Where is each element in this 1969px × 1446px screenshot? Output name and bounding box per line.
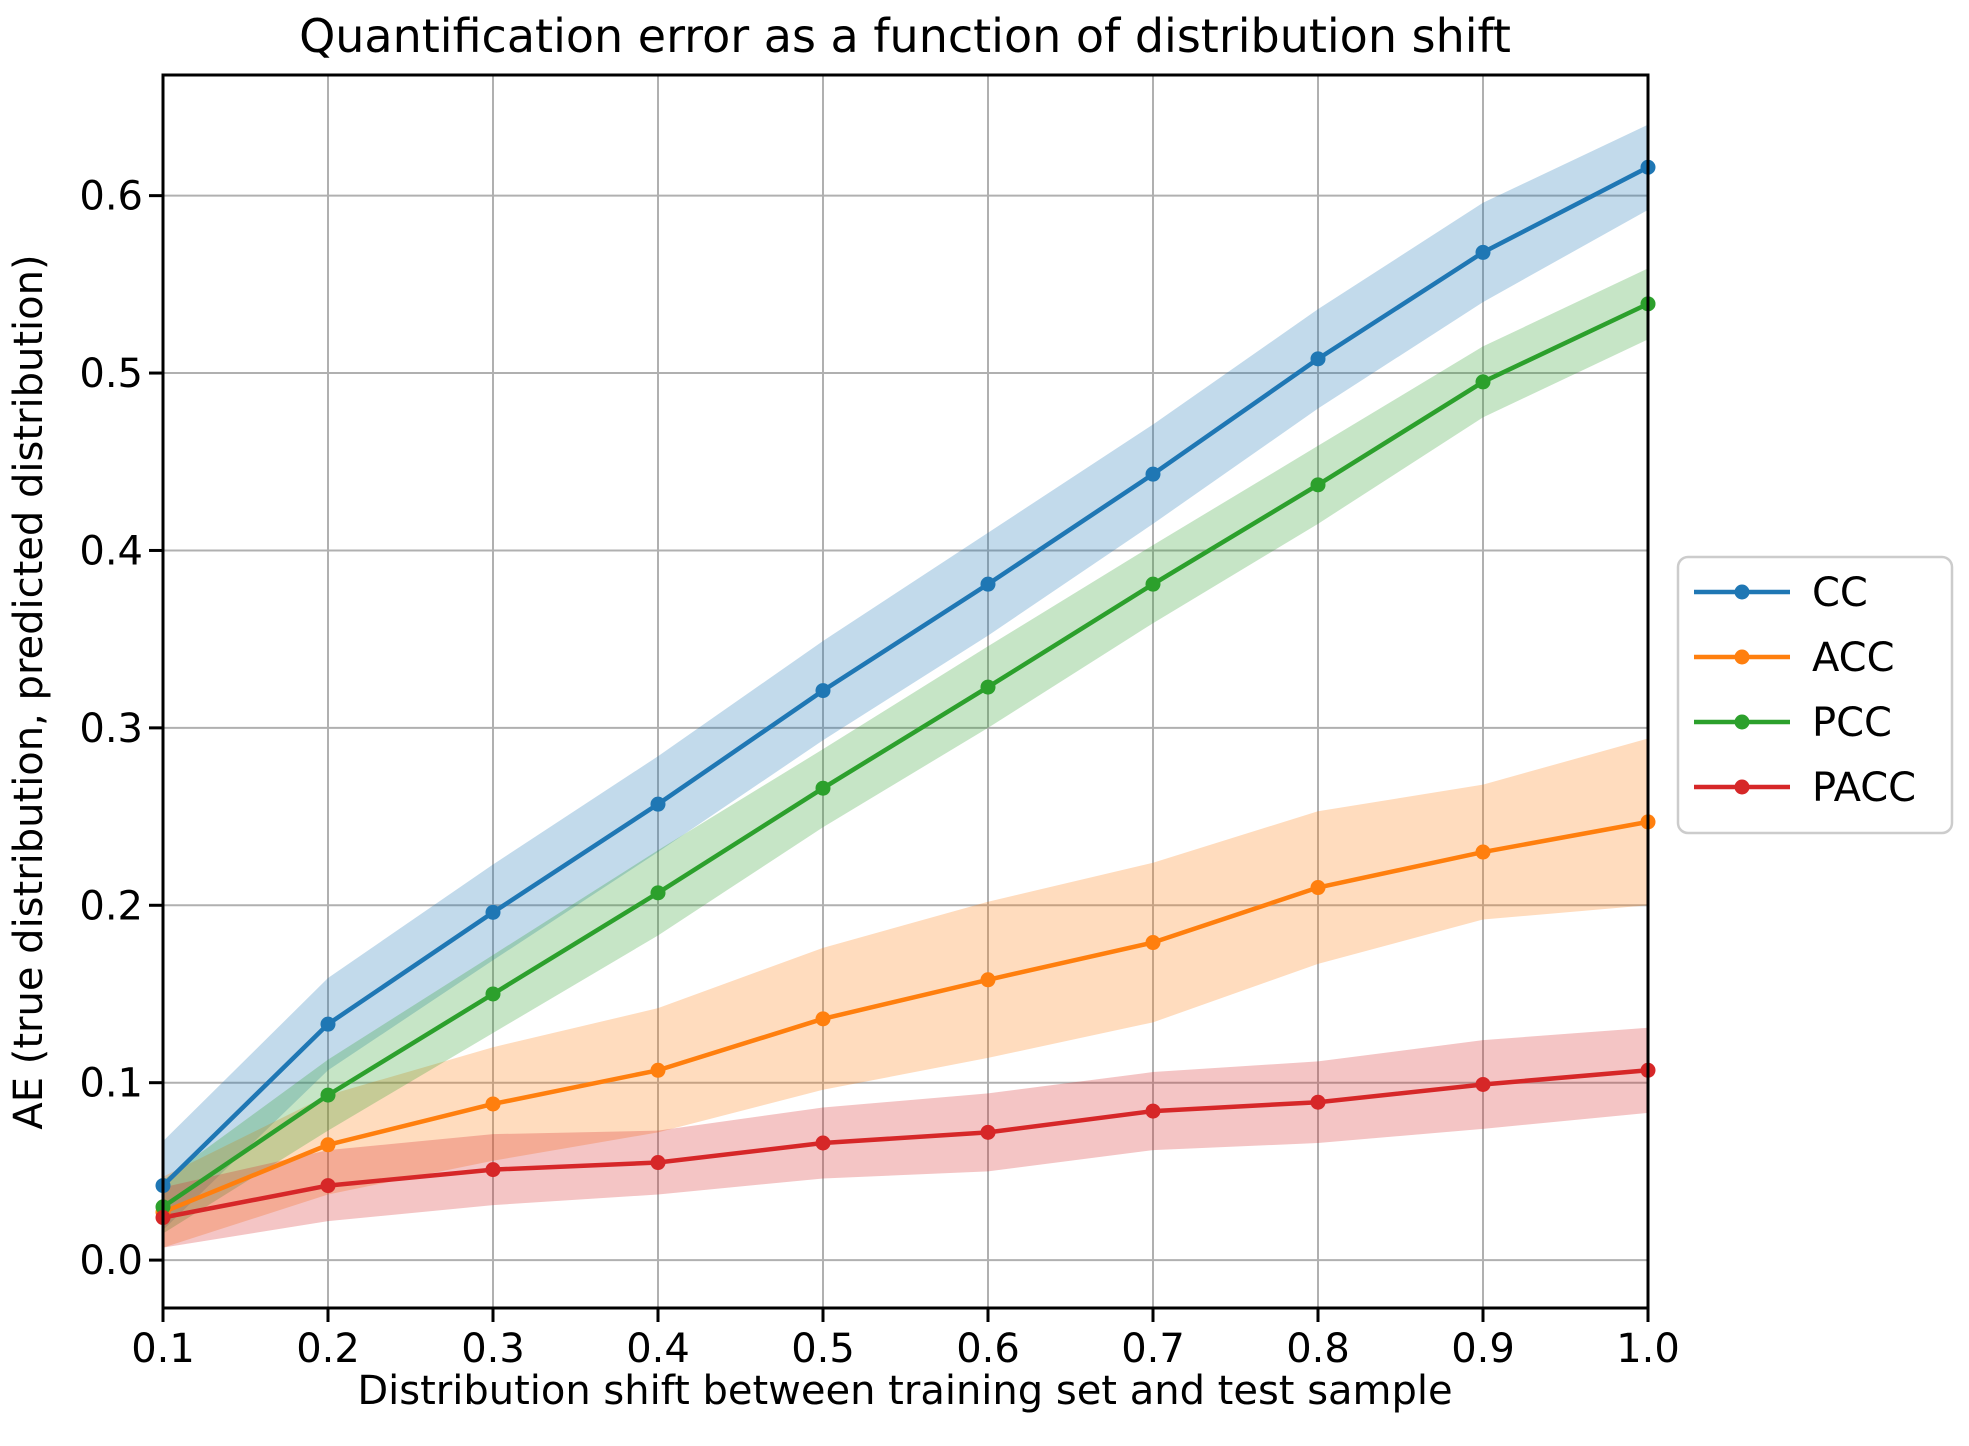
y-tick-label: 0.3 <box>79 706 143 752</box>
data-point-pacc <box>485 1162 501 1178</box>
data-point-cc <box>980 576 996 592</box>
y-tick-label: 0.1 <box>79 1061 143 1107</box>
data-point-pacc <box>1475 1076 1491 1092</box>
data-point-acc <box>980 972 996 988</box>
y-tick-label: 0.5 <box>79 351 143 397</box>
series-line-acc <box>162 819 1649 1215</box>
data-point-pacc <box>1310 1094 1326 1110</box>
x-tick-label: 0.5 <box>791 1326 855 1372</box>
data-point-pcc <box>980 679 996 695</box>
data-point-cc <box>1475 244 1491 260</box>
y-tick-label: 0.4 <box>79 528 143 574</box>
data-point-acc <box>1310 880 1326 896</box>
data-point-pacc <box>650 1155 666 1171</box>
data-point-pacc <box>320 1178 336 1194</box>
data-point-pacc <box>1145 1103 1161 1119</box>
legend-marker-cc <box>1734 584 1750 600</box>
x-tick-label: 0.3 <box>461 1326 525 1372</box>
data-point-acc <box>485 1096 501 1112</box>
data-point-pacc <box>815 1135 831 1151</box>
x-tick-label: 0.2 <box>296 1326 360 1372</box>
x-tick-label: 0.7 <box>1121 1326 1185 1372</box>
data-point-pcc <box>815 780 831 796</box>
data-point-cc <box>485 904 501 920</box>
data-point-pcc <box>1310 477 1326 493</box>
series-line-pacc <box>162 1068 1649 1220</box>
legend-label-acc: ACC <box>1812 635 1895 681</box>
chart-title: Quantification error as a function of di… <box>299 9 1511 63</box>
x-tick-label: 1.0 <box>1616 1326 1680 1372</box>
legend-marker-pacc <box>1734 779 1750 795</box>
x-tick-label: 0.9 <box>1451 1326 1515 1372</box>
legend-label-pcc: PCC <box>1812 700 1892 746</box>
legend-label-cc: CC <box>1812 570 1868 616</box>
plot-area: 0.1 0.2 0.3 0.4 0.5 0.6 0.7 0.8 0.9 1.0 0.0 0.1 0.2 0… <box>79 73 1954 1372</box>
data-point-cc <box>1310 351 1326 367</box>
x-tick-label: 0.4 <box>626 1326 690 1372</box>
data-point-cc <box>320 1016 336 1032</box>
plot-border <box>161 73 1650 1310</box>
x-tick-label: 0.1 <box>131 1326 195 1372</box>
data-point-pcc <box>650 885 666 901</box>
data-point-acc <box>815 1011 831 1027</box>
data-point-pcc <box>320 1087 336 1103</box>
data-point-cc <box>650 796 666 812</box>
data-point-acc <box>1475 844 1491 860</box>
legend-marker-pcc <box>1734 714 1750 730</box>
confidence-band-acc <box>163 738 1648 1248</box>
legend-label-pacc: PACC <box>1812 765 1916 811</box>
data-point-cc <box>815 683 831 699</box>
data-point-acc <box>1145 935 1161 951</box>
y-tick-label: 0.0 <box>79 1238 143 1284</box>
y-tick-label: 0.2 <box>79 883 143 929</box>
data-point-acc <box>320 1137 336 1153</box>
series-line-pcc <box>161 301 1649 1209</box>
confidence-band-cc <box>163 124 1648 1230</box>
x-axis-label: Distribution shift between training set … <box>357 1368 1452 1414</box>
y-axis-label: AE (true distribution, predicted distrib… <box>6 254 52 1129</box>
series-line-cc <box>161 165 1650 1188</box>
data-point-pacc <box>980 1124 996 1140</box>
data-point-pcc <box>1475 374 1491 390</box>
data-point-cc <box>1145 466 1161 482</box>
legend-box <box>1676 555 1954 835</box>
data-point-acc <box>650 1062 666 1078</box>
y-tick-label: 0.6 <box>79 174 143 220</box>
x-tick-label: 0.6 <box>956 1326 1020 1372</box>
data-point-pcc <box>1145 576 1161 592</box>
legend-marker-acc <box>1734 649 1750 665</box>
x-tick-label: 0.8 <box>1286 1326 1350 1372</box>
data-point-pcc <box>485 986 501 1002</box>
